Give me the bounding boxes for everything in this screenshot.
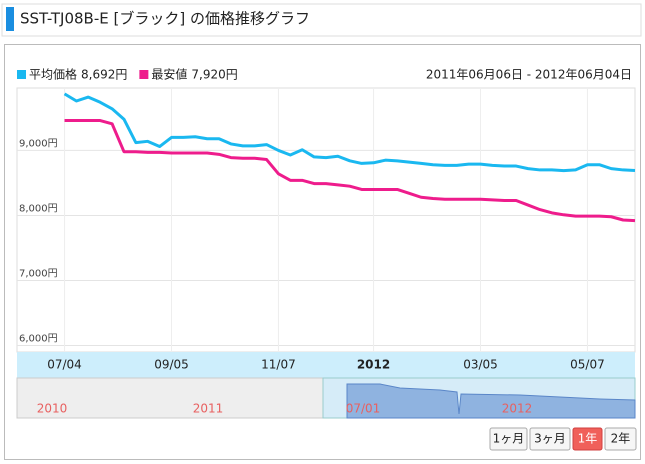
header-marker — [6, 7, 14, 31]
x-tick-label: 05/07 — [570, 358, 605, 372]
plot-area — [16, 87, 636, 353]
series-line — [63, 92, 636, 173]
page-title: SST-TJ08B-E [ブラック] の価格推移グラフ — [20, 10, 310, 28]
x-tick-label: 03/05 — [463, 358, 498, 372]
range-button-label[interactable]: 3ヶ月 — [534, 432, 566, 446]
x-axis-band — [17, 352, 635, 378]
x-tick-label: 07/04 — [47, 358, 82, 372]
legend-value: 7,920円 — [191, 68, 237, 82]
range-button-label[interactable]: 2年 — [611, 432, 631, 446]
y-tick-label: 6,000円 — [19, 333, 58, 344]
y-tick-label: 9,000円 — [19, 138, 58, 149]
y-tick-label: 8,000円 — [19, 203, 58, 214]
range-button-label[interactable]: 1年 — [578, 432, 598, 446]
range-button[interactable] — [572, 427, 603, 451]
series-line — [64, 119, 636, 223]
legend-swatch — [17, 70, 26, 79]
x-tick-label: 11/07 — [261, 358, 296, 372]
navigator-label: 2012 — [502, 402, 533, 416]
legend-value: 8,692円 — [81, 68, 127, 82]
navigator-label: 2010 — [37, 402, 68, 416]
legend-label: 平均価格 — [29, 67, 77, 82]
navigator-overview — [346, 383, 636, 419]
range-button[interactable] — [489, 427, 528, 451]
y-tick-label: 7,000円 — [19, 268, 58, 279]
header-box — [1, 3, 642, 37]
legend-swatch — [139, 70, 149, 79]
x-tick-label: 2012 — [357, 358, 390, 372]
legend-label: 最安値 — [151, 67, 187, 82]
navigator-label: 07/01 — [346, 402, 381, 416]
range-button[interactable] — [604, 427, 637, 451]
navigator-bg — [16, 377, 324, 419]
x-tick-label: 09/05 — [154, 358, 189, 372]
date-range: 2011年06月06日 - 2012年06月04日 — [426, 68, 632, 82]
navigator-label: 2011 — [193, 402, 224, 416]
range-button-label[interactable]: 1ヶ月 — [493, 432, 525, 446]
range-button[interactable] — [529, 427, 571, 451]
